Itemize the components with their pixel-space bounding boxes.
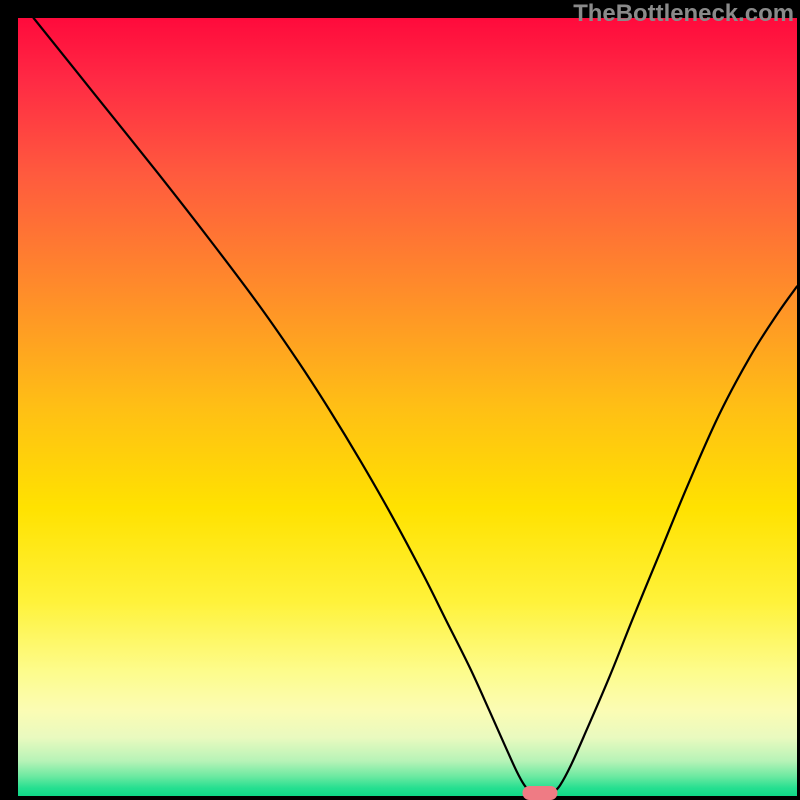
curve-layer: [18, 18, 797, 796]
plot-area: [18, 18, 797, 796]
watermark-text: TheBottleneck.com: [573, 0, 794, 28]
bottleneck-curve: [34, 18, 797, 794]
chart-frame: { "watermark": { "text": "TheBottleneck.…: [0, 0, 800, 800]
optimum-marker: [522, 786, 557, 800]
